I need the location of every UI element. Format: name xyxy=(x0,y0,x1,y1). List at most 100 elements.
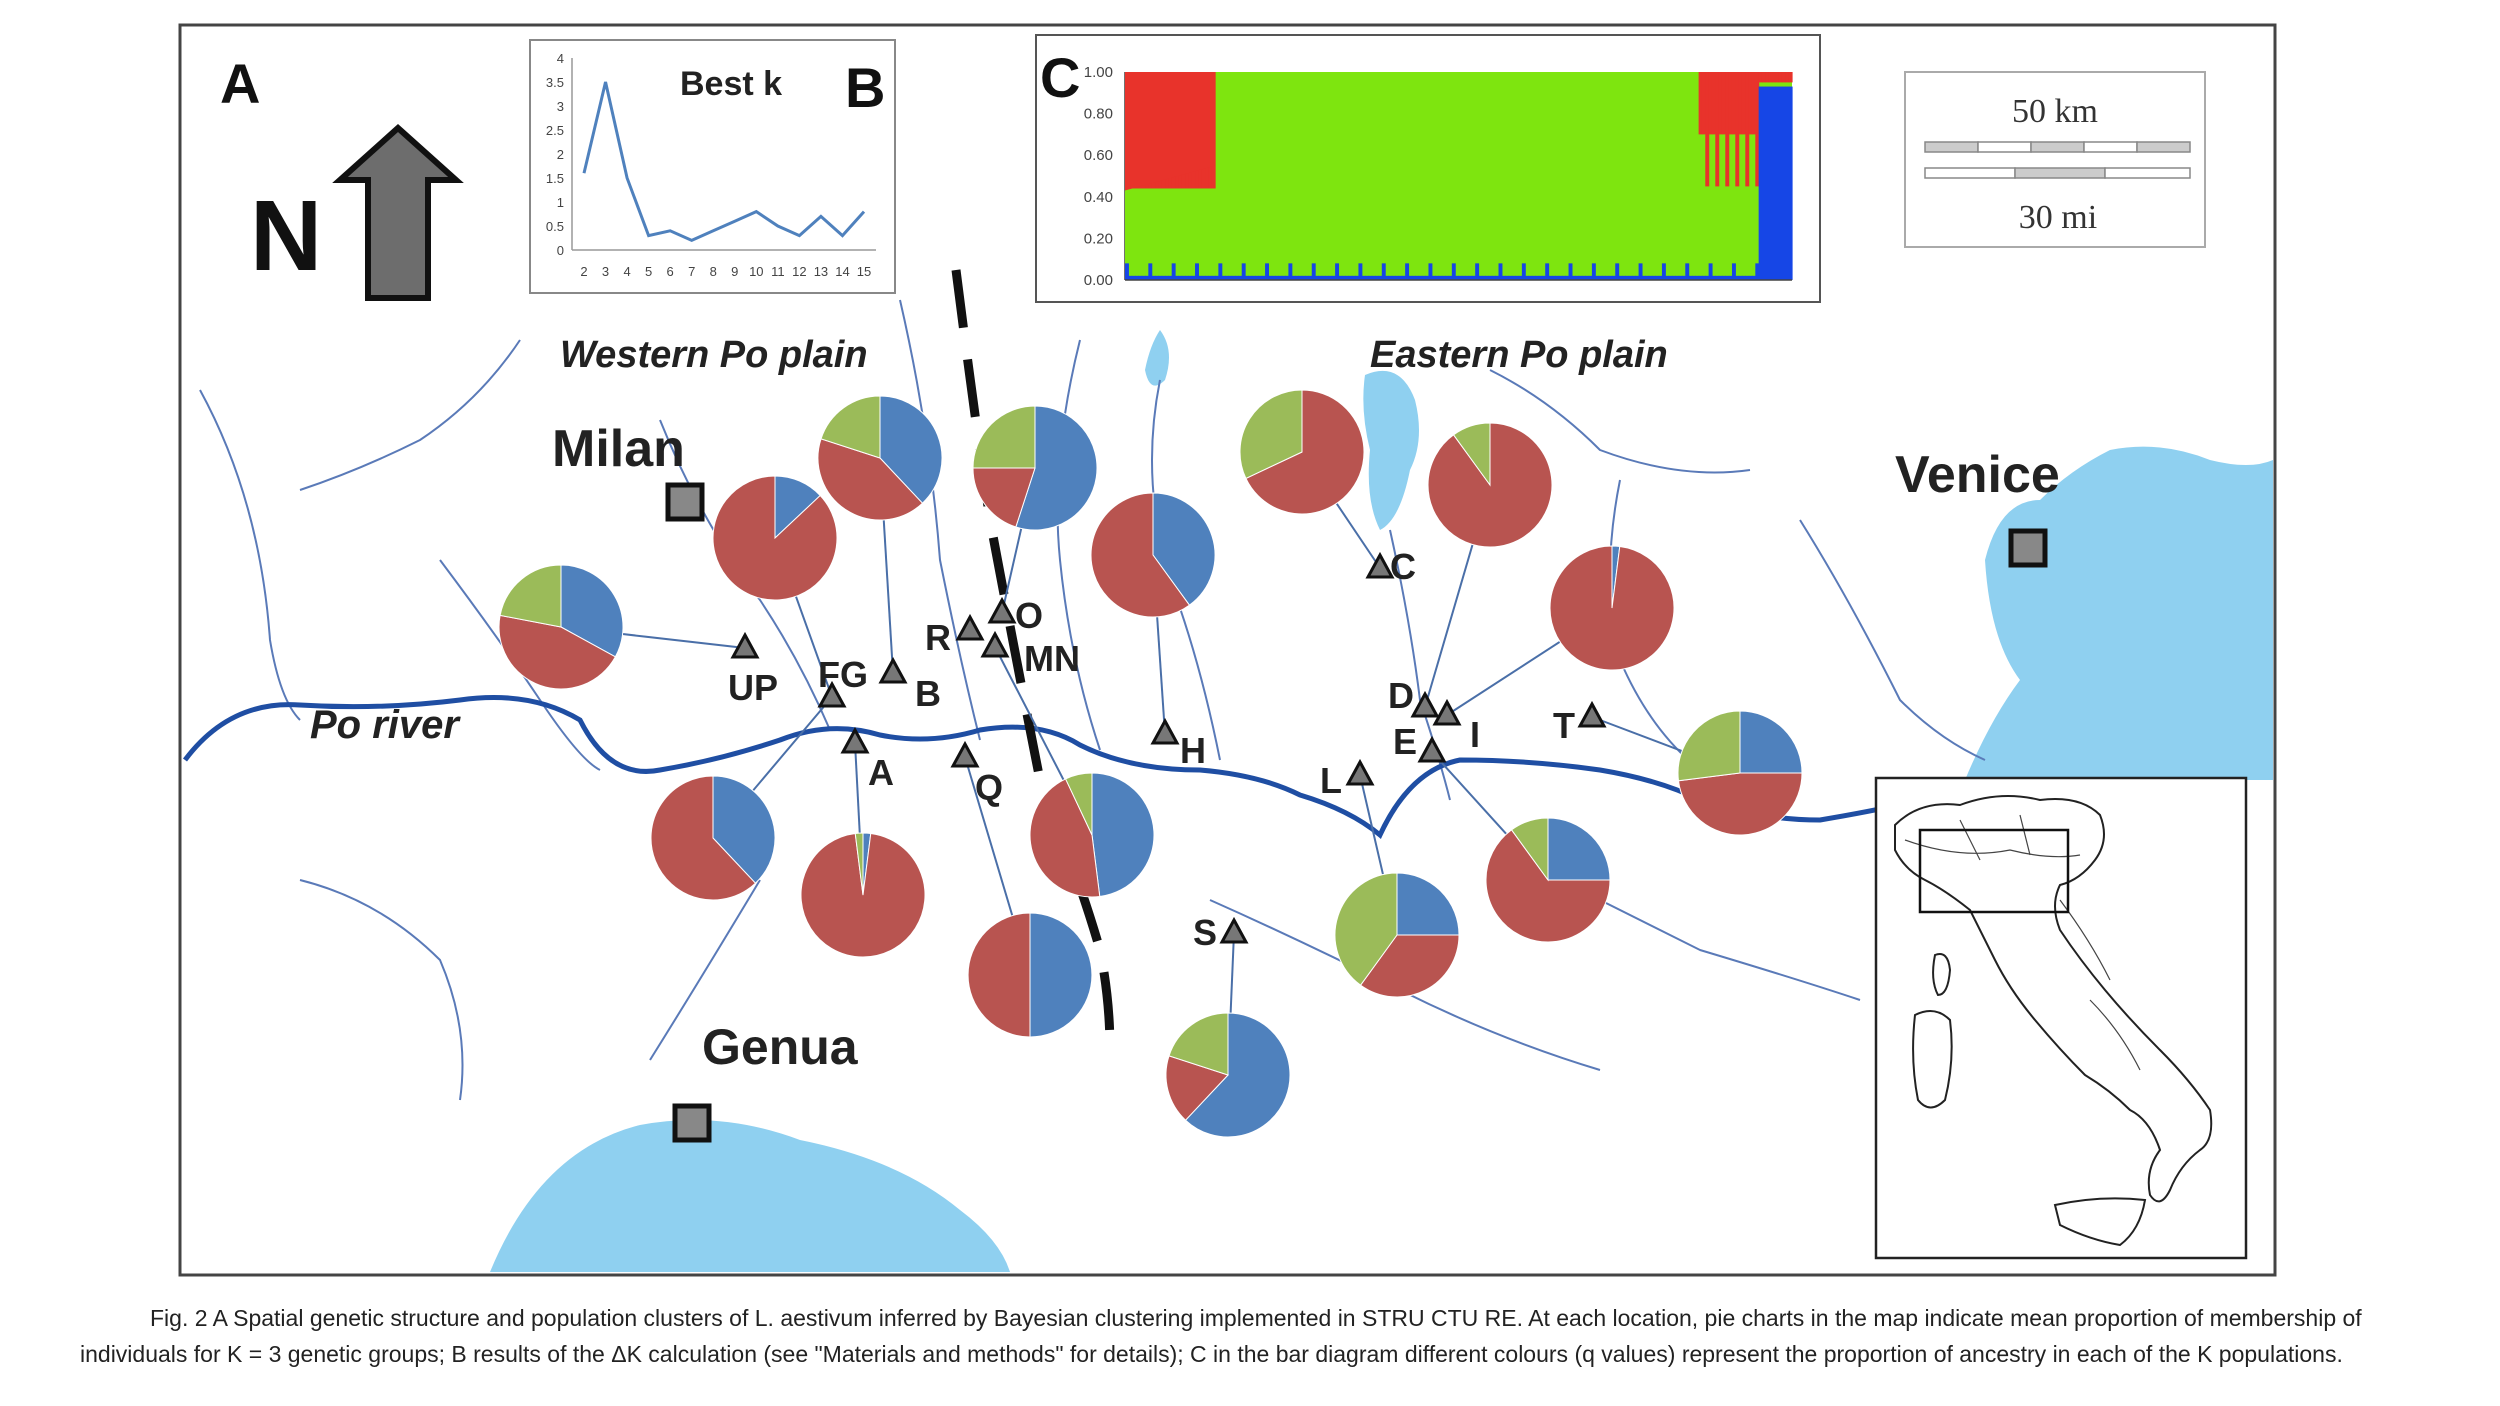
blue-cluster-bar xyxy=(1545,263,1550,280)
blue-cluster-bar xyxy=(1721,275,1726,280)
blue-cluster-bar xyxy=(1325,275,1330,280)
blue-cluster-bar xyxy=(1188,275,1193,280)
blue-cluster-bar xyxy=(1781,86,1786,280)
site-marker-icon xyxy=(1345,758,1375,786)
blue-cluster-bar xyxy=(1768,86,1773,280)
site-marker-icon xyxy=(1410,690,1440,718)
blue-cluster-bar xyxy=(1608,275,1613,280)
blue-cluster-bar xyxy=(1255,275,1259,280)
blue-cluster-bar xyxy=(1168,275,1173,280)
blue-cluster-bar xyxy=(1541,275,1546,280)
blue-cluster-bar xyxy=(1508,275,1513,280)
cities: Milan Venice Genua xyxy=(552,420,2060,1143)
scale-km-label: 50 km xyxy=(2012,93,2098,130)
pie-chart xyxy=(1334,872,1460,998)
pie-chart xyxy=(800,832,926,958)
blue-cluster-bar xyxy=(1735,275,1740,280)
red-cluster-bar xyxy=(1715,72,1720,187)
red-cluster-bar xyxy=(1765,72,1770,83)
pie-slice-blue xyxy=(1091,772,1155,898)
lake-garda xyxy=(1363,370,1419,530)
pie-chart xyxy=(1427,422,1553,548)
red-cluster-bar xyxy=(1751,72,1756,135)
site-marker-icon xyxy=(950,740,980,768)
blue-cluster-bar xyxy=(1661,263,1666,280)
blue-cluster-bar xyxy=(1418,275,1423,280)
blue-cluster-bar xyxy=(1351,275,1356,280)
blue-cluster-bar xyxy=(1745,275,1750,280)
y-tick-label: 0.20 xyxy=(1084,230,1113,247)
blue-cluster-bar xyxy=(1385,275,1390,280)
scale-mi-label: 30 mi xyxy=(2019,199,2097,236)
blue-cluster-bar xyxy=(1291,275,1296,280)
blue-cluster-bar xyxy=(1295,275,1300,280)
site-label: D xyxy=(1388,675,1414,716)
red-cluster-bar xyxy=(1731,72,1736,135)
blue-cluster-bar xyxy=(1725,275,1730,280)
y-tick-label: 3 xyxy=(557,99,564,114)
blue-cluster-bar xyxy=(1175,275,1179,280)
blue-cluster-bar xyxy=(1521,263,1526,280)
corsica-outline xyxy=(1932,953,1952,997)
blue-cluster-bar xyxy=(1451,263,1456,280)
x-tick-label: 10 xyxy=(749,264,763,279)
eastern-po-plain-label: Eastern Po plain xyxy=(1370,334,1668,376)
y-tick-label: 0 xyxy=(557,243,564,258)
y-tick-label: 1.5 xyxy=(546,171,564,186)
blue-cluster-bar xyxy=(1448,275,1453,280)
blue-cluster-bar xyxy=(1625,275,1630,280)
blue-cluster-bar xyxy=(1765,86,1770,280)
pie-slice-red xyxy=(967,912,1031,1038)
site-label: T xyxy=(1553,705,1575,746)
blue-cluster-bar xyxy=(1201,275,1206,280)
y-tick-label: 4 xyxy=(557,51,564,66)
blue-cluster-bar xyxy=(1338,275,1343,280)
blue-cluster-bar xyxy=(1211,275,1216,280)
blue-cluster-bar xyxy=(1398,275,1403,280)
blue-cluster-bar xyxy=(1281,275,1286,280)
blue-cluster-bar xyxy=(1585,275,1590,280)
y-tick-label: 0.80 xyxy=(1084,106,1113,123)
red-cluster-bar xyxy=(1771,72,1776,83)
blue-cluster-bar xyxy=(1401,275,1406,280)
caption-line-2: individuals for K = 3 genetic groups; B … xyxy=(80,1341,2343,1367)
city-marker-icon xyxy=(672,1103,712,1143)
caption-line-1: Fig. 2 A Spatial genetic structure and p… xyxy=(150,1305,2362,1331)
blue-cluster-bar xyxy=(1138,275,1143,280)
panel-b-chart: B Best k 43.532.521.510.502 3 4 5 6 7 8 9 10 11 12… xyxy=(529,39,896,294)
city-genua: Genua xyxy=(672,1019,859,1143)
blue-cluster-bar xyxy=(1225,275,1229,280)
site-marker-icon xyxy=(955,613,985,641)
blue-cluster-bar xyxy=(1445,275,1450,280)
pie-slice-red xyxy=(1485,829,1611,943)
north-label: N xyxy=(250,180,322,292)
red-cluster-bar xyxy=(1718,72,1723,135)
red-cluster-bar xyxy=(1711,72,1716,135)
pie-slice-red xyxy=(1549,545,1675,671)
blue-cluster-bar xyxy=(1321,275,1326,280)
x-tick-label: 11 xyxy=(771,264,785,279)
pie-slice-green xyxy=(1334,872,1398,986)
pie-slice-blue xyxy=(712,775,776,884)
pie-slice-blue xyxy=(1547,817,1611,881)
blue-cluster-bar xyxy=(1238,275,1243,280)
x-tick-label: 13 xyxy=(814,264,828,279)
blue-cluster-bar xyxy=(1355,275,1360,280)
x-tick-label: 3 xyxy=(602,264,609,279)
blue-cluster-bar xyxy=(1741,275,1746,280)
blue-cluster-bar xyxy=(1335,263,1340,280)
blue-cluster-bar xyxy=(1485,275,1490,280)
pie-slice-green xyxy=(854,832,864,896)
blue-cluster-bar xyxy=(1348,275,1353,280)
site-label: C xyxy=(1390,546,1416,587)
pie-slice-red xyxy=(712,475,838,601)
blue-cluster-bar xyxy=(1561,275,1566,280)
blue-cluster-bar xyxy=(1525,275,1530,280)
blue-cluster-bar xyxy=(1755,263,1760,280)
blue-cluster-bar xyxy=(1641,275,1646,280)
blue-cluster-bar xyxy=(1205,275,1209,280)
blue-cluster-bar xyxy=(1208,275,1213,280)
structure-plot: 1.00 0.80 0.60 0.40 0.20 0.00 xyxy=(1084,64,1793,289)
blue-cluster-bar xyxy=(1248,275,1253,280)
site-marker-icon xyxy=(1219,916,1249,944)
